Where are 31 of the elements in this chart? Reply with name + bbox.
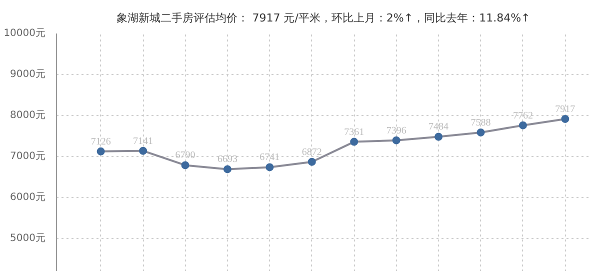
data-label: 6693 (217, 154, 238, 166)
y-tick-label: 6000元 (10, 192, 46, 204)
data-label: 7484 (428, 122, 449, 133)
point (434, 132, 443, 141)
data-label: 7141 (133, 136, 154, 147)
point (350, 138, 358, 146)
point (392, 136, 400, 144)
point (181, 161, 190, 170)
y-tick-label: 5000元 (10, 233, 46, 244)
point (518, 121, 527, 130)
chart-title: 象湖新城二手房评估均价： 7917 元/平米，环比上月：2%↑，同比去年：11.84%↑ (116, 12, 530, 24)
y-tick-label: 8000元 (10, 110, 46, 122)
data-label: 7396 (386, 125, 406, 136)
point (96, 147, 105, 156)
point (139, 146, 148, 155)
point (266, 163, 274, 172)
data-label: 7762 (512, 110, 533, 122)
data-label: 6872 (302, 146, 322, 158)
data-label: 7917 (555, 104, 576, 115)
point (476, 128, 485, 136)
point (223, 165, 232, 174)
point (561, 114, 570, 123)
point (308, 158, 316, 166)
data-label: 6741 (260, 152, 280, 164)
data-label: 7361 (344, 126, 364, 138)
y-tick-label: 9000元 (10, 69, 46, 80)
data-label: 7588 (470, 117, 491, 128)
data-label: 7126 (90, 136, 111, 148)
y-tick-label: 10000元 (4, 28, 46, 39)
data-label: 6790 (175, 150, 196, 162)
y-tick-label: 7000元 (10, 151, 46, 162)
